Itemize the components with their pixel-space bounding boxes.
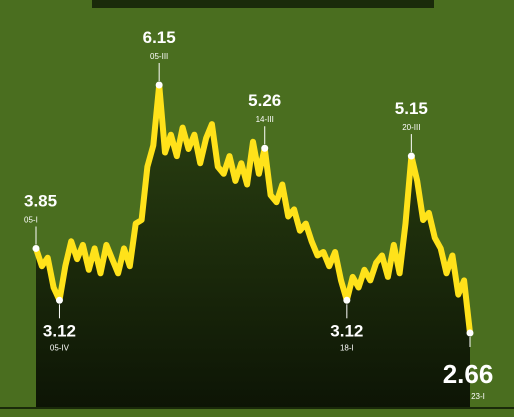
annotation-value-2: 6.15 bbox=[143, 28, 176, 47]
annotation-date-6: 23-I bbox=[471, 392, 485, 401]
annotation-date-3: 14-III bbox=[256, 115, 274, 124]
annotation-value-3: 5.26 bbox=[248, 91, 281, 110]
annotation-date-5: 20-III bbox=[402, 123, 420, 132]
annotation-point-0 bbox=[32, 244, 40, 252]
annotation-value-4: 3.12 bbox=[330, 321, 363, 340]
series-line bbox=[33, 82, 473, 336]
annotation-value-1: 3.12 bbox=[43, 321, 76, 340]
annotation-point-2 bbox=[155, 81, 163, 89]
annotation-value-0: 3.85 bbox=[24, 191, 57, 210]
annotation-date-4: 18-I bbox=[340, 343, 354, 352]
annotation-date-0: 05-I bbox=[24, 215, 38, 224]
annotation-value-6: 2.66 bbox=[443, 359, 494, 389]
annotation-value-5: 5.15 bbox=[395, 99, 428, 118]
area-fill bbox=[36, 85, 470, 407]
annotation-layer: 3.85 05-I 3.12 05-IV 6.15 05-III 5.26 14-III 3.1… bbox=[24, 28, 493, 401]
annotation-point-3 bbox=[261, 144, 269, 152]
annotation-point-4 bbox=[343, 296, 351, 304]
top-header-bar bbox=[92, 0, 434, 8]
annotation-point-6 bbox=[466, 329, 474, 337]
annotation-date-1: 05-IV bbox=[50, 343, 70, 352]
annotation-date-2: 05-III bbox=[150, 52, 168, 61]
annotation-point-1 bbox=[55, 296, 63, 304]
annotation-point-5 bbox=[407, 152, 415, 160]
bottom-rule bbox=[0, 407, 514, 409]
